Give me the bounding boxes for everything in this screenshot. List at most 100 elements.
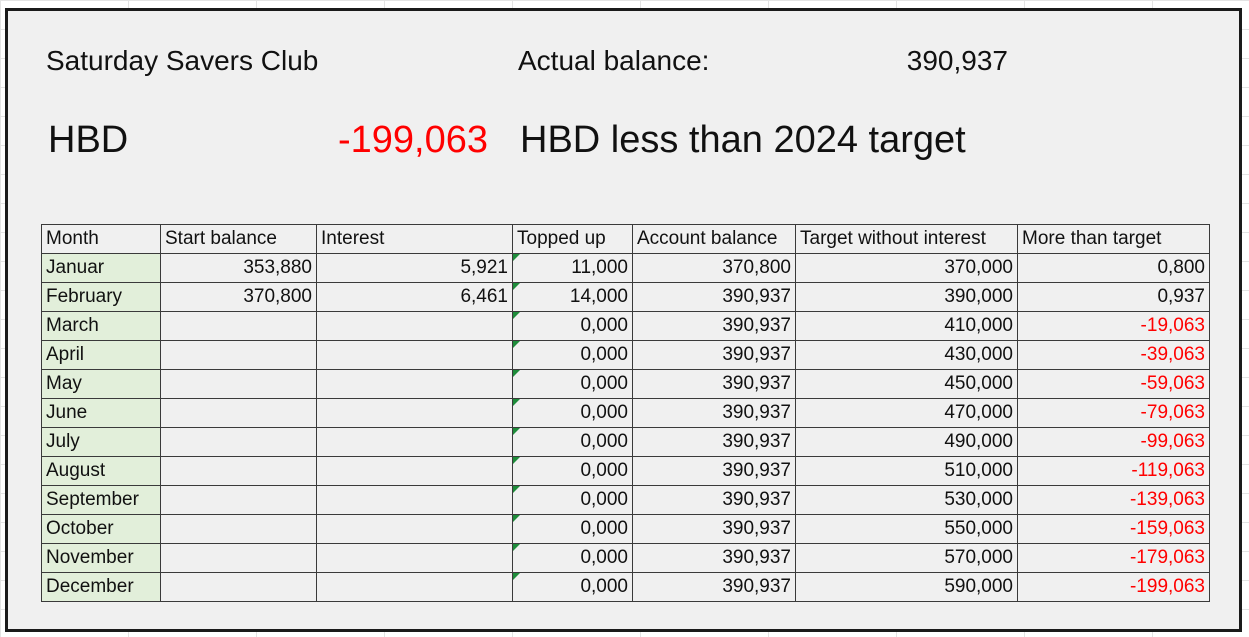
start-balance-cell[interactable] (160, 398, 317, 428)
interest-cell[interactable] (316, 369, 513, 399)
more-than-target-cell[interactable]: -139,063 (1017, 485, 1210, 515)
topped-up-cell[interactable]: 0,000 (512, 340, 633, 370)
more-than-target-cell[interactable]: -179,063 (1017, 543, 1210, 573)
month-cell[interactable]: July (41, 427, 161, 457)
account-balance-cell[interactable]: 390,937 (632, 369, 796, 399)
start-balance-cell[interactable] (160, 427, 317, 457)
topped-up-cell[interactable]: 0,000 (512, 514, 633, 544)
interest-cell[interactable] (316, 340, 513, 370)
month-cell-value: July (46, 431, 80, 452)
month-cell[interactable]: November (41, 543, 161, 573)
month-cell[interactable]: June (41, 398, 161, 428)
hbd-status[interactable]: HBD less than 2024 target (520, 119, 966, 161)
topped-up-cell[interactable]: 0,000 (512, 311, 633, 341)
account-balance-cell[interactable]: 390,937 (632, 514, 796, 544)
start-balance-cell[interactable] (160, 456, 317, 486)
interest-cell[interactable] (316, 572, 513, 602)
month-cell[interactable]: February (41, 282, 161, 312)
interest-cell[interactable] (316, 485, 513, 515)
topped-up-cell-value: 0,000 (580, 431, 628, 452)
more-than-target-cell[interactable]: -119,063 (1017, 456, 1210, 486)
interest-cell[interactable] (316, 514, 513, 544)
account-balance-cell-value: 390,937 (722, 547, 791, 568)
account-balance-cell[interactable]: 390,937 (632, 572, 796, 602)
col-header-start-balance[interactable]: Start balance (160, 224, 317, 254)
target-cell[interactable]: 570,000 (795, 543, 1018, 573)
interest-cell[interactable] (316, 398, 513, 428)
start-balance-cell[interactable]: 353,880 (160, 253, 317, 283)
topped-up-cell[interactable]: 0,000 (512, 427, 633, 457)
interest-cell[interactable]: 6,461 (316, 282, 513, 312)
month-cell[interactable]: April (41, 340, 161, 370)
start-balance-cell[interactable] (160, 543, 317, 573)
target-cell[interactable]: 390,000 (795, 282, 1018, 312)
actual-balance-value[interactable]: 390,937 (906, 45, 1008, 76)
more-than-target-cell[interactable]: 0,800 (1017, 253, 1210, 283)
account-balance-cell[interactable]: 390,937 (632, 282, 796, 312)
more-than-target-cell[interactable]: -159,063 (1017, 514, 1210, 544)
month-cell[interactable]: March (41, 311, 161, 341)
account-balance-cell[interactable]: 370,800 (632, 253, 796, 283)
club-title[interactable]: Saturday Savers Club (46, 45, 319, 76)
month-cell[interactable]: December (41, 572, 161, 602)
col-header-month[interactable]: Month (41, 224, 161, 254)
start-balance-cell[interactable]: 370,800 (160, 282, 317, 312)
target-cell[interactable]: 590,000 (795, 572, 1018, 602)
more-than-target-cell[interactable]: -199,063 (1017, 572, 1210, 602)
more-than-target-cell[interactable]: -59,063 (1017, 369, 1210, 399)
account-balance-cell[interactable]: 390,937 (632, 543, 796, 573)
account-balance-cell[interactable]: 390,937 (632, 398, 796, 428)
target-cell[interactable]: 490,000 (795, 427, 1018, 457)
topped-up-cell[interactable]: 0,000 (512, 572, 633, 602)
more-than-target-cell[interactable]: -99,063 (1017, 427, 1210, 457)
target-cell[interactable]: 530,000 (795, 485, 1018, 515)
month-cell[interactable]: August (41, 456, 161, 486)
hbd-value[interactable]: -199,063 (337, 119, 488, 161)
month-cell[interactable]: October (41, 514, 161, 544)
start-balance-cell[interactable] (160, 311, 317, 341)
topped-up-cell[interactable]: 0,000 (512, 456, 633, 486)
topped-up-cell[interactable]: 0,000 (512, 369, 633, 399)
more-than-target-cell[interactable]: 0,937 (1017, 282, 1210, 312)
topped-up-cell[interactable]: 0,000 (512, 398, 633, 428)
more-than-target-cell[interactable]: -39,063 (1017, 340, 1210, 370)
interest-cell[interactable] (316, 543, 513, 573)
target-cell[interactable]: 430,000 (795, 340, 1018, 370)
start-balance-cell[interactable] (160, 572, 317, 602)
topped-up-cell[interactable]: 0,000 (512, 485, 633, 515)
month-cell[interactable]: September (41, 485, 161, 515)
start-balance-cell[interactable] (160, 369, 317, 399)
target-cell[interactable]: 510,000 (795, 456, 1018, 486)
topped-up-cell[interactable]: 14,000 (512, 282, 633, 312)
topped-up-cell[interactable]: 0,000 (512, 543, 633, 573)
col-header-topped-up[interactable]: Topped up (512, 224, 633, 254)
more-than-target-cell[interactable]: -79,063 (1017, 398, 1210, 428)
topped-up-cell[interactable]: 11,000 (512, 253, 633, 283)
target-cell[interactable]: 550,000 (795, 514, 1018, 544)
interest-cell[interactable] (316, 456, 513, 486)
month-cell[interactable]: Januar (41, 253, 161, 283)
target-cell[interactable]: 410,000 (795, 311, 1018, 341)
col-header-target[interactable]: Target without interest (795, 224, 1018, 254)
target-cell[interactable]: 450,000 (795, 369, 1018, 399)
account-balance-cell[interactable]: 390,937 (632, 311, 796, 341)
col-header-account-balance[interactable]: Account balance (632, 224, 796, 254)
month-cell[interactable]: May (41, 369, 161, 399)
col-header-more-than-target[interactable]: More than target (1017, 224, 1210, 254)
start-balance-cell[interactable] (160, 485, 317, 515)
interest-cell[interactable]: 5,921 (316, 253, 513, 283)
hbd-label[interactable]: HBD (48, 119, 129, 161)
interest-cell[interactable] (316, 427, 513, 457)
interest-cell[interactable] (316, 311, 513, 341)
account-balance-cell[interactable]: 390,937 (632, 427, 796, 457)
start-balance-cell[interactable] (160, 340, 317, 370)
target-cell[interactable]: 470,000 (795, 398, 1018, 428)
actual-balance-label[interactable]: Actual balance: (518, 45, 710, 76)
start-balance-cell[interactable] (160, 514, 317, 544)
col-header-interest[interactable]: Interest (316, 224, 513, 254)
account-balance-cell[interactable]: 390,937 (632, 340, 796, 370)
target-cell[interactable]: 370,000 (795, 253, 1018, 283)
account-balance-cell[interactable]: 390,937 (632, 485, 796, 515)
more-than-target-cell[interactable]: -19,063 (1017, 311, 1210, 341)
account-balance-cell[interactable]: 390,937 (632, 456, 796, 486)
